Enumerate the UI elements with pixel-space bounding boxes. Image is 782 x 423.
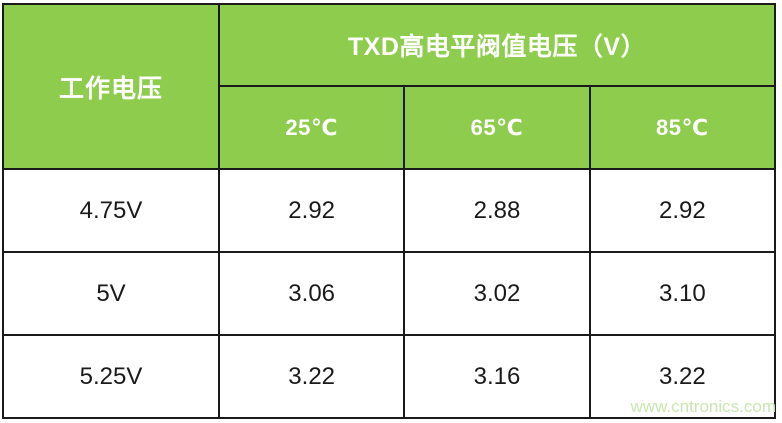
txd-threshold-voltage-table: 工作电压 TXD高电平阀值电压（V） 25℃ 65℃ 85℃ 4.75V 2.9… (2, 3, 777, 419)
cell-value-25c: 2.92 (217, 168, 406, 253)
table-row: 5V 3.06 3.02 3.10 (2, 251, 777, 336)
spec-table-container: 工作电压 TXD高电平阀值电压（V） 25℃ 65℃ 85℃ 4.75V 2.9… (2, 3, 777, 419)
header-cell-temp-65: 65℃ (403, 85, 591, 170)
cell-voltage-label: 5V (2, 251, 220, 336)
cell-value-65c: 2.88 (403, 168, 591, 253)
header-cell-temp-85: 85℃ (588, 85, 777, 170)
table-row: 4.75V 2.92 2.88 2.92 (2, 168, 777, 253)
header-cell-temp-25: 25℃ (217, 85, 406, 170)
cell-voltage-label: 5.25V (2, 334, 220, 419)
cell-voltage-label: 4.75V (2, 168, 220, 253)
cell-value-65c: 3.02 (403, 251, 591, 336)
table-header-row-primary: 工作电压 TXD高电平阀值电压（V） (2, 3, 776, 170)
cell-value-25c: 3.22 (217, 334, 406, 419)
table-header-row-temperatures: 25℃ 65℃ 85℃ (3, 85, 777, 170)
cell-value-85c: 2.92 (588, 168, 777, 253)
table-row: 5.25V 3.22 3.16 3.22 (2, 334, 777, 419)
cell-value-65c: 3.16 (403, 334, 591, 419)
header-cell-working-voltage: 工作电压 (2, 3, 220, 170)
cell-value-25c: 3.06 (217, 251, 406, 336)
header-cell-group-title: TXD高电平阀值电压（V） (218, 3, 776, 87)
cell-value-85c: 3.10 (588, 251, 777, 336)
cell-value-85c: 3.22 (588, 334, 777, 419)
